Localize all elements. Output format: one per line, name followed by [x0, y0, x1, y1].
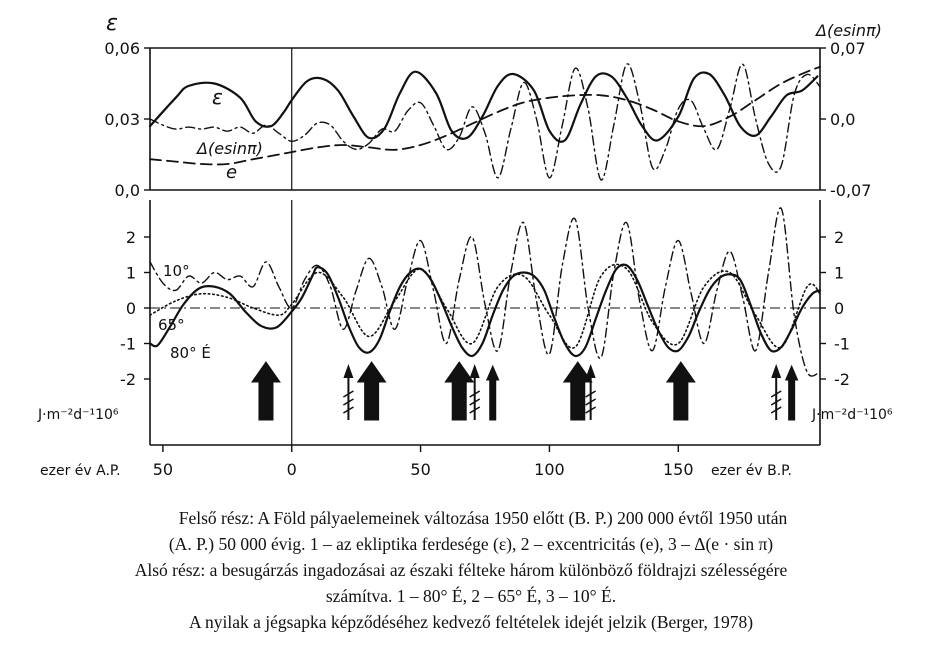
- arrow-head: [771, 364, 782, 378]
- lower-right-tick-label: -1: [834, 335, 850, 354]
- x-tick-label: 150: [663, 460, 694, 479]
- ice-age-arrow-hatched: [585, 364, 597, 420]
- lower-left-tick-label: 0: [126, 299, 136, 318]
- e-curve-label: e: [226, 162, 237, 183]
- upper-right-tick-label: -0,07: [830, 181, 871, 200]
- lower-left-tick-label: -2: [120, 370, 136, 389]
- unit-label-left: J·m⁻²d⁻¹10⁶: [37, 407, 119, 423]
- lower-left-tick-label: 2: [126, 228, 136, 247]
- arrow-head: [469, 364, 480, 378]
- lower-right-tick-label: 1: [834, 264, 844, 283]
- arrow-layer: [251, 361, 799, 421]
- upper-right-axis-label: Δ(esinπ): [814, 21, 882, 40]
- arrow-hatch: [343, 406, 354, 414]
- arrow-head: [343, 364, 354, 378]
- ice-age-arrow-thick: [665, 361, 696, 421]
- ice-age-arrow-thick: [444, 361, 475, 421]
- series-layer: [148, 63, 822, 377]
- ice-age-arrow-thick: [562, 361, 593, 421]
- lower-right-tick-label: 2: [834, 228, 844, 247]
- delta-curve-label: Δ(esinπ): [195, 139, 263, 158]
- lower-left-tick-label: -1: [120, 335, 136, 354]
- arrow-hatch: [585, 406, 597, 414]
- upper-left-tick-label: 0,06: [104, 39, 140, 58]
- arrow-hatch: [343, 390, 354, 398]
- ice-age-arrow-hatched: [343, 364, 354, 420]
- caption-line-5: A nyilak a jégsapka képződéséhez kedvező…: [188, 612, 754, 632]
- arrow-hatch: [770, 390, 782, 398]
- lower-panel-axes: 2 21 10 0-1 -1-2 -250 0 50 100 150: [120, 200, 850, 479]
- caption-line-3: Alsó rész: a besugárzás ingadozásai az é…: [134, 560, 788, 580]
- arrow-hatch: [469, 406, 481, 414]
- unit-label-right: J·m⁻²d⁻¹10⁶: [811, 407, 893, 423]
- caption-line-4: számítva. 1 – 80° É, 2 – 65° É, 3 – 10° …: [325, 586, 617, 606]
- x-tick-label: 100: [534, 460, 565, 479]
- arrow-hatch: [770, 398, 782, 406]
- lower-series-line: [149, 207, 821, 377]
- arrow-hatch: [585, 398, 597, 406]
- arrow-hatch: [585, 390, 597, 398]
- x-axis-label-bp: ezer év B.P.: [711, 463, 792, 479]
- ice-age-arrow-thick: [251, 361, 281, 421]
- lower-right-tick-label: 0: [834, 299, 844, 318]
- upper-left-axis-label: ε: [106, 11, 118, 36]
- lower-left-tick-label: 1: [126, 264, 136, 283]
- x-axis-label-ap: ezer év A.P.: [40, 463, 121, 479]
- arrow-hatch: [469, 390, 481, 398]
- lat-80-label: 80° É: [170, 343, 211, 362]
- caption-line-2: (A. P.) 50 000 évig. 1 – az ekliptika fe…: [168, 534, 774, 554]
- arrow-hatch: [343, 398, 354, 406]
- upper-panel-axes: 0,06 0,03 0,0 0,07 0,0 -0,07: [104, 39, 871, 200]
- ice-age-arrow-thin: [784, 364, 799, 421]
- upper-series-line: [149, 66, 821, 166]
- arrow-hatch: [770, 406, 782, 414]
- ice-age-arrow-hatched: [770, 364, 782, 420]
- epsilon-curve-label: ε: [212, 85, 223, 109]
- lower-right-tick-label: -2: [834, 370, 850, 389]
- lat-10-label: 10°: [163, 262, 190, 280]
- upper-series-line: [149, 63, 821, 181]
- caption-line-1: Felső rész: A Föld pályaelemeinek változ…: [178, 508, 788, 528]
- lower-series-line: [148, 263, 822, 358]
- ice-age-arrow-thick: [356, 361, 387, 421]
- lat-65-label: 65°: [158, 316, 185, 334]
- upper-series-line: [148, 70, 819, 143]
- upper-left-tick-label: 0,0: [115, 181, 140, 200]
- upper-right-tick-label: 0,0: [830, 110, 855, 129]
- upper-right-tick-label: 0,07: [830, 39, 866, 58]
- lower-series-line: [149, 263, 821, 349]
- arrow-hatch: [469, 398, 481, 406]
- x-tick-label: 0: [287, 460, 297, 479]
- arrow-head: [585, 364, 596, 378]
- x-tick-label: 50: [153, 460, 173, 479]
- ice-age-arrow-hatched: [469, 364, 481, 420]
- upper-left-tick-label: 0,03: [104, 110, 140, 129]
- ice-age-arrow-thin: [485, 364, 500, 421]
- x-tick-label: 50: [410, 460, 430, 479]
